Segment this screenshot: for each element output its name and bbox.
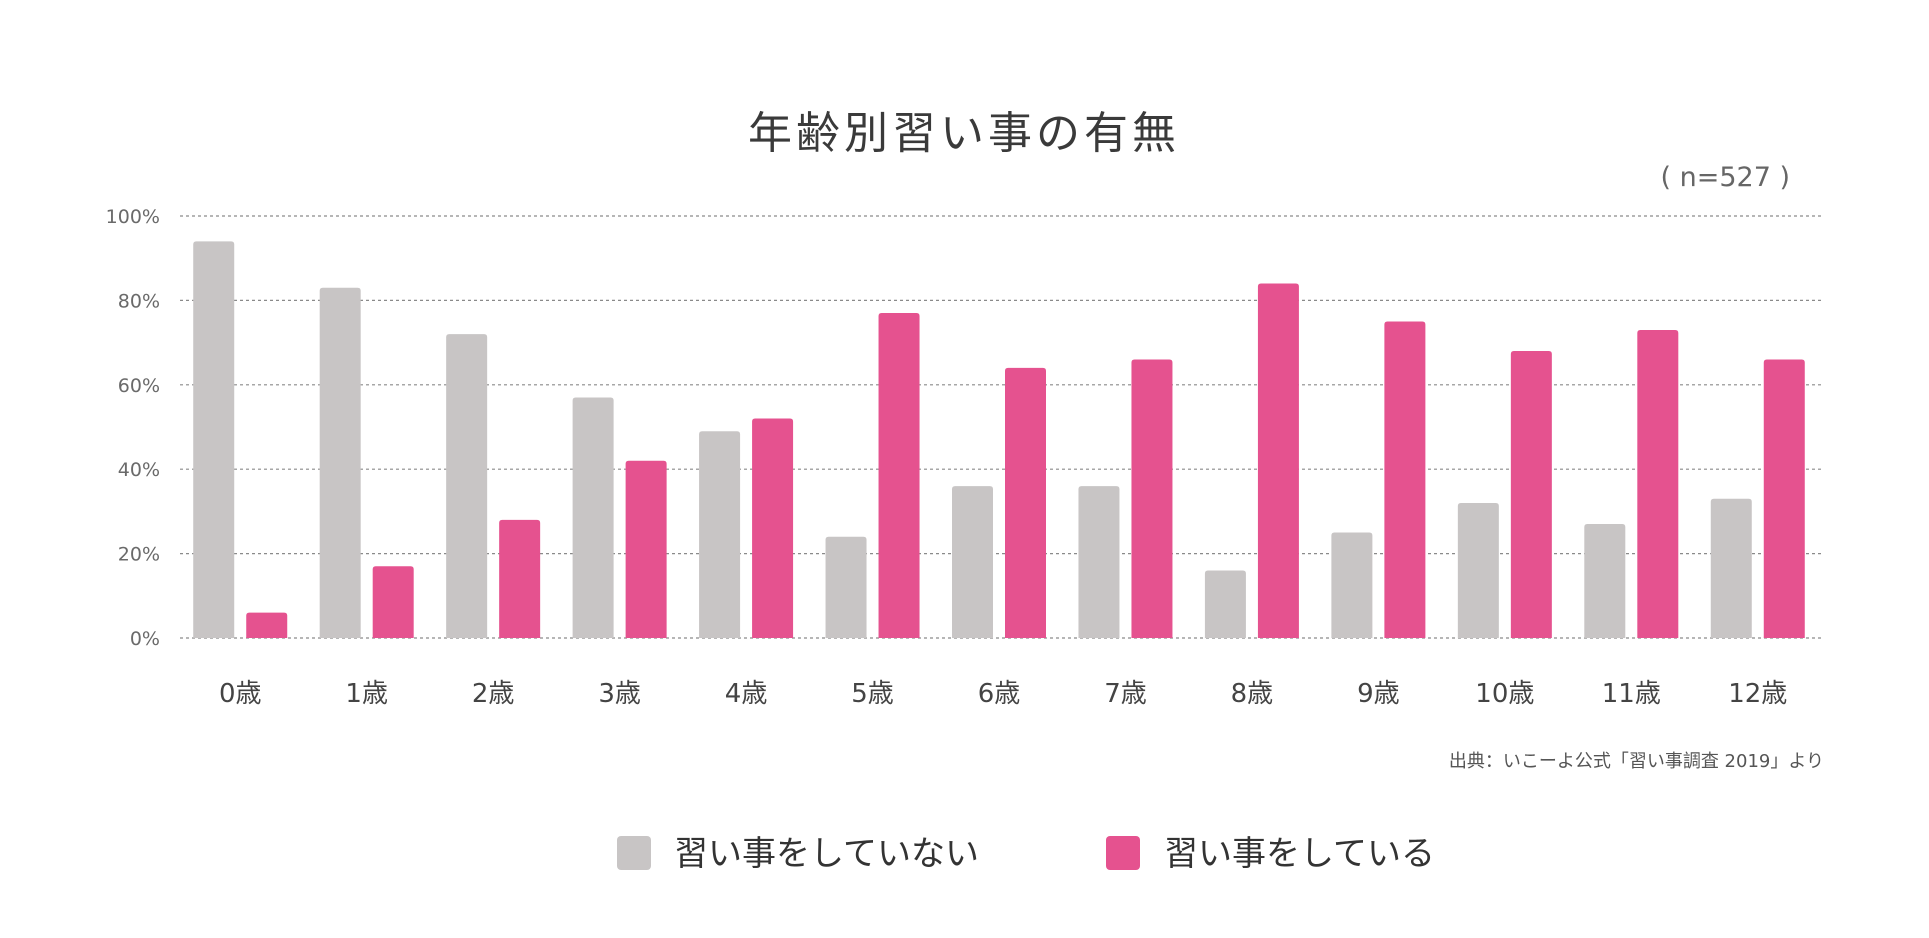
bar-attending: [499, 519, 541, 638]
y-tick-label: 0%: [130, 628, 160, 650]
x-tick-label: 3歳: [598, 679, 641, 709]
legend-label: 習い事をしている: [1164, 834, 1435, 874]
legend-label: 習い事をしていない: [674, 834, 979, 874]
bar-not-attending: [572, 397, 614, 638]
bar-not-attending: [1204, 570, 1246, 638]
x-tick-label: 8歳: [1231, 679, 1274, 709]
bar-attending: [372, 566, 414, 638]
bar-attending: [878, 313, 920, 638]
bar-attending: [1257, 283, 1299, 638]
y-tick-label: 60%: [118, 375, 160, 397]
x-tick-label: 0歳: [219, 679, 262, 709]
bar-not-attending: [952, 486, 993, 638]
bar-attending: [1005, 367, 1046, 638]
bar-attending: [752, 418, 794, 638]
grid-lines: [180, 215, 1824, 639]
x-tick-label: 11歳: [1602, 679, 1661, 709]
x-tick-label: 6歳: [978, 679, 1021, 709]
bars: [193, 241, 1805, 638]
bar-not-attending: [1078, 486, 1120, 638]
x-tick-label: 10歳: [1475, 679, 1534, 709]
bar-not-attending: [193, 241, 235, 638]
x-tick-label: 5歳: [851, 679, 894, 709]
bar-attending: [1131, 359, 1173, 638]
bar-not-attending: [446, 334, 488, 638]
bar-attending: [625, 460, 667, 638]
y-tick-label: 100%: [106, 206, 160, 228]
bar-attending: [1384, 321, 1426, 638]
sample-size: ( n=527 ): [1660, 162, 1790, 193]
x-axis: 0歳 1歳 2歳 3歳 4歳 5歳 6歳 7歳 8歳 9歳 10歳 11歳 12歳: [219, 679, 1787, 709]
bar-not-attending: [699, 431, 741, 638]
y-tick-label: 80%: [118, 290, 160, 312]
bar-not-attending: [1331, 532, 1373, 638]
chart-title: 年齢別習い事の有無: [748, 108, 1180, 159]
bar-not-attending: [825, 536, 867, 638]
legend-swatch: [617, 836, 651, 870]
legend: 習い事をしていない 習い事をしている: [617, 834, 1435, 874]
bar-attending: [1637, 329, 1679, 638]
x-tick-label: 2歳: [472, 679, 515, 709]
legend-swatch: [1106, 836, 1140, 870]
bar-not-attending: [319, 287, 361, 638]
y-tick-label: 40%: [118, 459, 160, 481]
bar-attending: [1510, 351, 1552, 638]
y-tick-label: 20%: [118, 544, 160, 566]
bar-not-attending: [1457, 502, 1499, 638]
bar-attending: [1763, 359, 1805, 638]
x-tick-label: 12歳: [1728, 679, 1787, 709]
bar-not-attending: [1584, 524, 1626, 638]
x-tick-label: 1歳: [345, 679, 388, 709]
x-tick-label: 7歳: [1104, 679, 1147, 709]
x-tick-label: 4歳: [725, 679, 768, 709]
bar-attending: [246, 612, 288, 638]
source-note: 出典：いこーよ公式「習い事調査 2019」より: [1449, 751, 1824, 772]
bar-not-attending: [1710, 498, 1752, 638]
x-tick-label: 9歳: [1357, 679, 1400, 709]
y-axis: 0% 20% 40% 60% 80% 100%: [106, 206, 160, 650]
